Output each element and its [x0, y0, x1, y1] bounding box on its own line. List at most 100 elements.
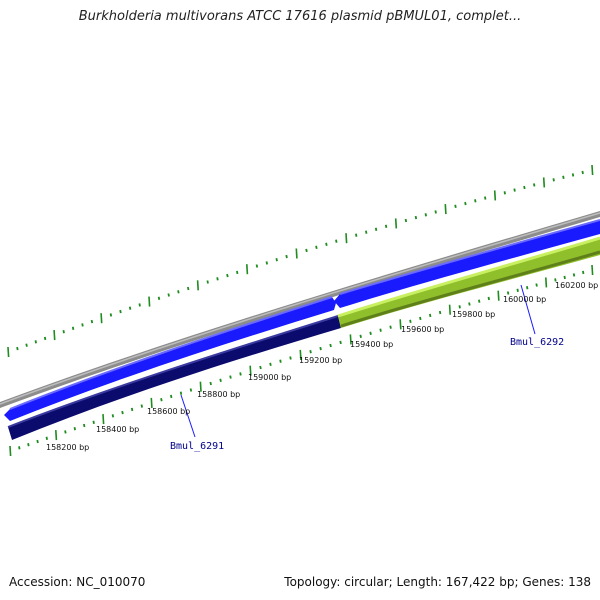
outer-tick — [335, 239, 338, 243]
inner-tick — [389, 325, 392, 329]
inner-tick — [121, 410, 124, 415]
outer-tick — [167, 293, 170, 297]
inner-tick — [239, 372, 242, 376]
backbone-line-highlight — [0, 212, 600, 405]
outer-tick — [493, 190, 497, 201]
outer-tick — [325, 242, 328, 246]
gene-bmul-6291-highlight — [7, 315, 339, 428]
outer-tick — [177, 290, 180, 294]
outer-tick — [216, 277, 219, 281]
inner-tick — [160, 398, 163, 402]
outer-tick — [90, 319, 94, 324]
outer-tick — [374, 227, 378, 231]
outer-tick — [7, 346, 10, 358]
outer-tick — [523, 185, 526, 190]
inner-tick — [535, 283, 538, 287]
outer-tick — [138, 303, 141, 307]
outer-tick — [100, 313, 103, 324]
inner-tick — [506, 291, 510, 295]
outer-tick — [581, 170, 584, 175]
outer-tick — [157, 296, 161, 300]
inner-tick — [409, 319, 412, 323]
accession-text: Accession: NC_010070 — [9, 575, 146, 589]
inner-tick — [487, 296, 490, 301]
outer-tick — [16, 346, 19, 351]
gene-bmul-6291-arrow[interactable] — [8, 316, 341, 440]
inner-tick — [572, 273, 576, 277]
outer-tick — [404, 218, 408, 223]
forward-gene-right[interactable] — [334, 220, 600, 308]
gene-bmul-6292-shadow — [340, 250, 600, 328]
outer-tick — [265, 261, 268, 265]
inner-tick — [92, 420, 95, 424]
genome-summary-text: Topology: circular; Length: 167,422 bp; … — [284, 575, 591, 589]
outer-tick — [513, 188, 516, 192]
outer-tick — [255, 264, 259, 268]
inner-tick — [229, 375, 232, 379]
outer-tick — [464, 201, 467, 206]
inner-tick — [269, 362, 272, 366]
outer-tick — [128, 306, 132, 310]
inner-tick — [45, 436, 48, 440]
outer-tick — [148, 296, 151, 307]
outer-tick — [119, 309, 122, 314]
outer-tick — [562, 175, 565, 179]
inner-tick — [379, 328, 382, 332]
inner-tick — [448, 304, 451, 315]
outer-tick — [109, 313, 113, 317]
inner-tick — [219, 378, 222, 382]
outer-tick — [206, 280, 209, 284]
outer-tick — [365, 230, 368, 234]
inner-tick — [9, 445, 12, 457]
outer-tick — [43, 336, 47, 341]
outer-tick — [295, 248, 298, 259]
inner-tick — [319, 346, 322, 351]
outer-tick — [484, 196, 487, 200]
outer-tick — [246, 264, 249, 275]
outer-tick — [591, 164, 594, 176]
outer-tick — [226, 273, 229, 278]
inner-tick — [591, 264, 594, 276]
position-label: 159400 bp — [350, 340, 393, 349]
outer-tick — [53, 330, 56, 341]
outer-tick — [25, 343, 28, 347]
outer-tick — [571, 173, 575, 177]
inner-tick-track — [9, 264, 594, 457]
outer-tick — [81, 323, 84, 327]
position-label: 158400 bp — [96, 425, 139, 434]
inner-tick — [429, 313, 432, 318]
position-label: 160200 bp — [555, 281, 598, 290]
outer-tick — [414, 215, 418, 220]
position-label: 159200 bp — [299, 356, 342, 365]
inner-tick — [399, 319, 402, 330]
gene-bmul-6292-arrow[interactable] — [338, 238, 600, 328]
outer-tick — [384, 224, 388, 228]
forward-gene-right-highlight — [339, 219, 600, 295]
inner-tick — [249, 365, 252, 376]
inner-tick — [458, 305, 461, 309]
gene-label-bmul-6291[interactable]: Bmul_6291 — [170, 441, 224, 452]
outer-tick — [275, 258, 278, 262]
outer-tick — [285, 254, 288, 259]
inner-tick — [359, 334, 362, 338]
inner-tick — [369, 331, 372, 335]
position-label: 159600 bp — [401, 325, 444, 334]
backbone-line — [0, 211, 600, 408]
inner-tick — [170, 394, 173, 399]
inner-tick — [438, 310, 442, 315]
inner-tick — [279, 359, 282, 363]
inner-tick — [554, 278, 557, 282]
outer-tick — [345, 233, 348, 244]
outer-tick — [196, 280, 199, 291]
forward-gene-left[interactable] — [4, 297, 336, 421]
inner-tick — [150, 397, 153, 408]
gene-label-bmul-6292[interactable]: Bmul_6292 — [510, 337, 564, 348]
outer-tick — [62, 330, 65, 334]
outer-tick — [71, 326, 75, 330]
map-title: Burkholderia multivorans ATCC 17616 plas… — [78, 9, 522, 24]
inner-tick — [73, 427, 76, 431]
inner-tick — [179, 391, 183, 395]
inner-tick — [18, 446, 21, 450]
outer-tick-track — [7, 164, 594, 358]
inner-tick — [64, 430, 67, 434]
